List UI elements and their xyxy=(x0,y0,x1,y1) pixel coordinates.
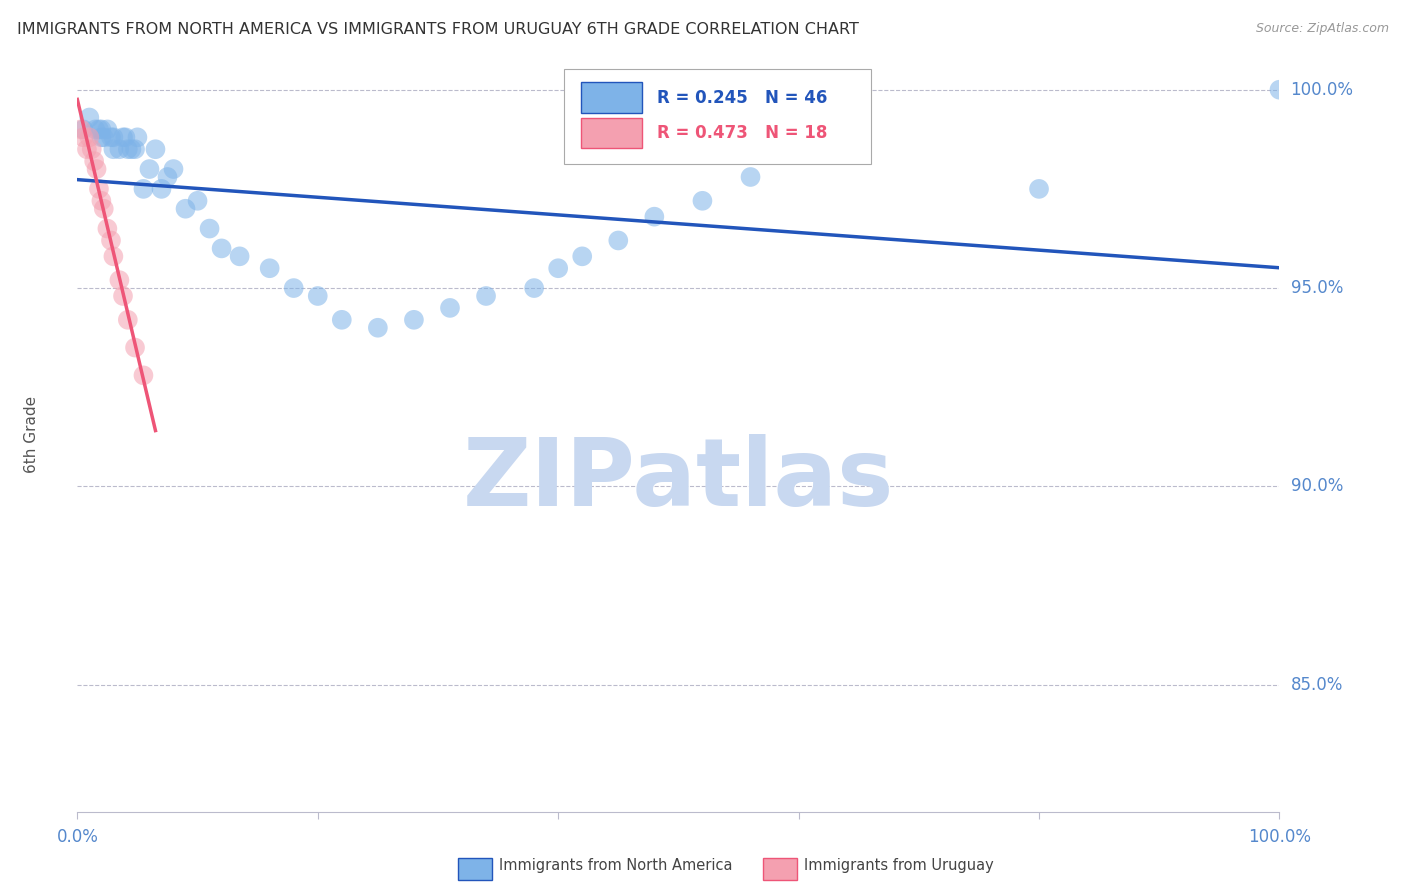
Point xyxy=(124,341,146,355)
Point xyxy=(132,368,155,383)
Point xyxy=(86,162,108,177)
Point xyxy=(228,249,250,263)
Point xyxy=(283,281,305,295)
Text: IMMIGRANTS FROM NORTH AMERICA VS IMMIGRANTS FROM URUGUAY 6TH GRADE CORRELATION C: IMMIGRANTS FROM NORTH AMERICA VS IMMIGRA… xyxy=(17,22,859,37)
Point xyxy=(127,130,149,145)
Point xyxy=(307,289,329,303)
Point xyxy=(103,249,125,263)
Point xyxy=(571,249,593,263)
Point xyxy=(100,130,122,145)
Point xyxy=(90,122,112,136)
Point xyxy=(90,130,112,145)
Point xyxy=(367,320,389,334)
Text: 85.0%: 85.0% xyxy=(1291,676,1343,694)
Point xyxy=(132,182,155,196)
Point xyxy=(108,273,131,287)
Point xyxy=(117,142,139,156)
Point xyxy=(1268,83,1291,97)
Point xyxy=(76,142,98,156)
Point xyxy=(523,281,546,295)
Point xyxy=(117,313,139,327)
Point xyxy=(198,221,221,235)
Point xyxy=(150,182,173,196)
Text: Source: ZipAtlas.com: Source: ZipAtlas.com xyxy=(1256,22,1389,36)
FancyBboxPatch shape xyxy=(581,118,643,148)
Text: 100.0%: 100.0% xyxy=(1291,80,1354,99)
Point xyxy=(87,182,110,196)
Point xyxy=(96,122,118,136)
Point xyxy=(79,130,101,145)
Point xyxy=(692,194,714,208)
Point xyxy=(475,289,498,303)
Point xyxy=(1028,182,1050,196)
Point xyxy=(79,111,101,125)
Point xyxy=(72,122,94,136)
Text: Immigrants from North America: Immigrants from North America xyxy=(499,858,733,872)
Point xyxy=(96,221,118,235)
Point xyxy=(103,142,125,156)
Point xyxy=(84,122,107,136)
Point xyxy=(100,234,122,248)
Point xyxy=(108,142,131,156)
Point xyxy=(87,122,110,136)
Point xyxy=(138,162,160,177)
Text: R = 0.245   N = 46: R = 0.245 N = 46 xyxy=(657,88,827,106)
Point xyxy=(120,142,142,156)
Text: 100.0%: 100.0% xyxy=(1249,828,1310,846)
Point xyxy=(211,241,233,255)
FancyBboxPatch shape xyxy=(581,82,643,113)
Point xyxy=(124,142,146,156)
Point xyxy=(162,162,184,177)
Text: Immigrants from Uruguay: Immigrants from Uruguay xyxy=(804,858,994,872)
Point xyxy=(70,122,93,136)
Text: 95.0%: 95.0% xyxy=(1291,279,1343,297)
Point xyxy=(740,169,762,184)
Point xyxy=(114,130,136,145)
Point xyxy=(643,210,665,224)
Point xyxy=(156,169,179,184)
FancyBboxPatch shape xyxy=(564,70,870,163)
Point xyxy=(174,202,197,216)
Point xyxy=(439,301,461,315)
Text: 90.0%: 90.0% xyxy=(1291,477,1343,495)
Text: ZIPatlas: ZIPatlas xyxy=(463,434,894,526)
Point xyxy=(402,313,425,327)
Point xyxy=(111,130,134,145)
Point xyxy=(80,142,103,156)
Point xyxy=(93,130,115,145)
Point xyxy=(547,261,569,276)
Point xyxy=(93,202,115,216)
Point xyxy=(607,234,630,248)
Point xyxy=(103,130,125,145)
Point xyxy=(330,313,353,327)
Text: R = 0.473   N = 18: R = 0.473 N = 18 xyxy=(657,124,827,142)
Text: 6th Grade: 6th Grade xyxy=(24,396,39,474)
Text: 0.0%: 0.0% xyxy=(56,828,98,846)
Point xyxy=(145,142,167,156)
Point xyxy=(90,194,112,208)
Point xyxy=(259,261,281,276)
Point xyxy=(186,194,209,208)
Point xyxy=(72,130,94,145)
Point xyxy=(83,154,105,169)
Point xyxy=(111,289,134,303)
